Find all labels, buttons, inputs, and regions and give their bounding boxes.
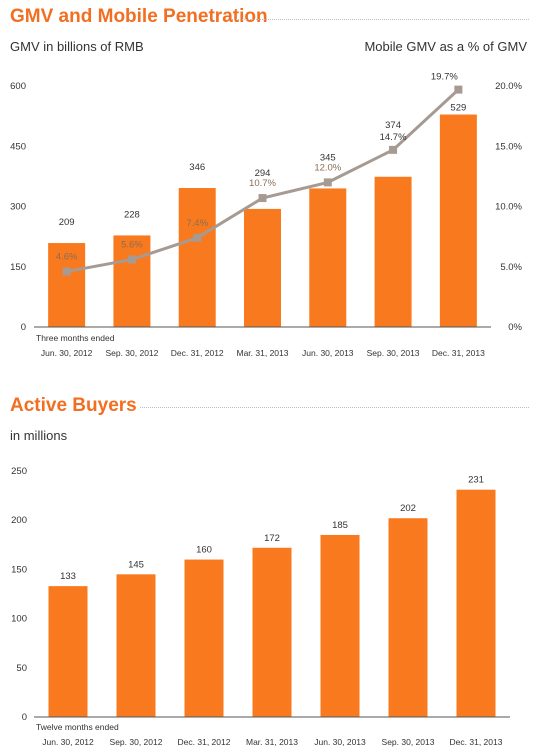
gmv-bar bbox=[309, 188, 347, 327]
buyers-bar bbox=[184, 559, 224, 717]
gmv-title-rule bbox=[232, 19, 529, 20]
buyers-bar bbox=[116, 574, 156, 717]
mobile-share-label: 14.7% bbox=[380, 132, 407, 143]
mobile-share-point bbox=[193, 233, 202, 242]
mobile-share-point bbox=[258, 194, 267, 203]
gmv-bar-label: 346 bbox=[189, 162, 205, 173]
x-tick-label: Dec. 31, 2012 bbox=[171, 348, 224, 358]
gmv-bar bbox=[244, 208, 281, 327]
buyers-bar-label: 231 bbox=[468, 475, 484, 486]
mobile-share-label: 4.6% bbox=[56, 252, 78, 263]
y-tick-label: 150 bbox=[11, 564, 27, 575]
x-tick-label: Jun. 30, 2012 bbox=[42, 737, 94, 747]
y-tick-label: 150 bbox=[10, 262, 26, 273]
buyers-bar bbox=[320, 534, 360, 717]
y-tick-label: 200 bbox=[11, 515, 27, 526]
y-tick-label: 300 bbox=[10, 202, 26, 213]
x-tick-label: Mar. 31, 2013 bbox=[246, 737, 298, 747]
mobile-share-label: 12.0% bbox=[314, 162, 341, 173]
y2-tick-label: 10.0% bbox=[495, 202, 522, 213]
x-tick-label: Sep. 30, 2013 bbox=[367, 348, 420, 358]
gmv-bar-label: 294 bbox=[255, 168, 271, 179]
buyers-bar-label: 133 bbox=[60, 571, 76, 582]
mobile-share-label: 10.7% bbox=[249, 178, 276, 189]
gmv-bar-label: 209 bbox=[59, 217, 75, 228]
mobile-share-label: 19.7% bbox=[431, 72, 458, 83]
buyers-bar bbox=[48, 586, 88, 717]
gmv-chart: 0 150 300 450 600 0% 5.0% 10.0% 15.0% 20.0% 209 228… bbox=[10, 72, 522, 358]
gmv-bar-label: 228 bbox=[124, 209, 140, 220]
buyers-section-title: Active Buyers bbox=[10, 395, 137, 416]
y-tick-label: 100 bbox=[11, 614, 27, 625]
gmv-bar-label: 529 bbox=[450, 103, 466, 114]
y-tick-label: 50 bbox=[16, 663, 27, 674]
gmv-section-title: GMV and Mobile Penetration bbox=[10, 6, 268, 27]
y-tick-label: 250 bbox=[11, 466, 27, 477]
buyers-bar-label: 160 bbox=[196, 545, 212, 556]
buyers-bar bbox=[252, 547, 292, 717]
gmv-bar bbox=[439, 114, 477, 327]
y-tick-label: 0 bbox=[21, 322, 26, 333]
x-tick-label: Dec. 31, 2013 bbox=[450, 737, 503, 747]
y-tick-label: 600 bbox=[10, 81, 26, 92]
y2-tick-label: 5.0% bbox=[500, 262, 522, 273]
x-tick-label: Jun. 30, 2013 bbox=[302, 348, 354, 358]
gmv-bar-label: 374 bbox=[385, 120, 401, 131]
buyers-chart: 0 50 100 150 200 250 133 145 160 172 185 202 231 Twel… bbox=[11, 466, 510, 747]
gmv-bar bbox=[48, 243, 86, 327]
y-tick-label: 0 bbox=[22, 712, 27, 723]
mobile-share-point bbox=[389, 145, 398, 154]
x-tick-label: Sep. 30, 2012 bbox=[110, 737, 163, 747]
buyers-bar bbox=[388, 518, 428, 717]
gmv-bar bbox=[374, 176, 412, 327]
mobile-share-label: 7.4% bbox=[186, 218, 208, 229]
x-tick-label: Dec. 31, 2012 bbox=[178, 737, 231, 747]
y-tick-label: 450 bbox=[10, 141, 26, 152]
buyers-axis-title: in millions bbox=[10, 428, 68, 443]
x-tick-label: Dec. 31, 2013 bbox=[432, 348, 485, 358]
y2-tick-label: 20.0% bbox=[495, 81, 522, 92]
gmv-left-axis-title: GMV in billions of RMB bbox=[10, 39, 144, 54]
period-note: Twelve months ended bbox=[36, 722, 119, 732]
gmv-right-axis-title: Mobile GMV as a % of GMV bbox=[364, 39, 527, 54]
mobile-share-point bbox=[127, 255, 136, 264]
mobile-share-point bbox=[62, 267, 71, 276]
gmv-bar bbox=[113, 235, 151, 327]
x-tick-label: Mar. 31, 2013 bbox=[237, 348, 289, 358]
buyers-bar-label: 145 bbox=[128, 559, 144, 570]
buyers-title-rule bbox=[140, 407, 529, 408]
buyers-bar-label: 172 bbox=[264, 533, 280, 544]
gmv-bar-label: 345 bbox=[320, 152, 336, 163]
x-tick-label: Sep. 30, 2013 bbox=[382, 737, 435, 747]
y2-tick-label: 0% bbox=[508, 322, 522, 333]
buyers-bar-label: 185 bbox=[332, 520, 348, 531]
buyers-bar bbox=[456, 489, 496, 717]
x-tick-label: Sep. 30, 2012 bbox=[105, 348, 158, 358]
x-tick-label: Jun. 30, 2013 bbox=[314, 737, 366, 747]
mobile-share-point bbox=[323, 178, 332, 187]
buyers-bar-label: 202 bbox=[400, 503, 416, 514]
mobile-share-label: 5.6% bbox=[121, 240, 143, 251]
period-note: Three months ended bbox=[36, 333, 115, 343]
x-tick-label: Jun. 30, 2012 bbox=[41, 348, 93, 358]
gmv-bar bbox=[178, 188, 216, 327]
y2-tick-label: 15.0% bbox=[495, 141, 522, 152]
mobile-share-point bbox=[454, 85, 463, 94]
